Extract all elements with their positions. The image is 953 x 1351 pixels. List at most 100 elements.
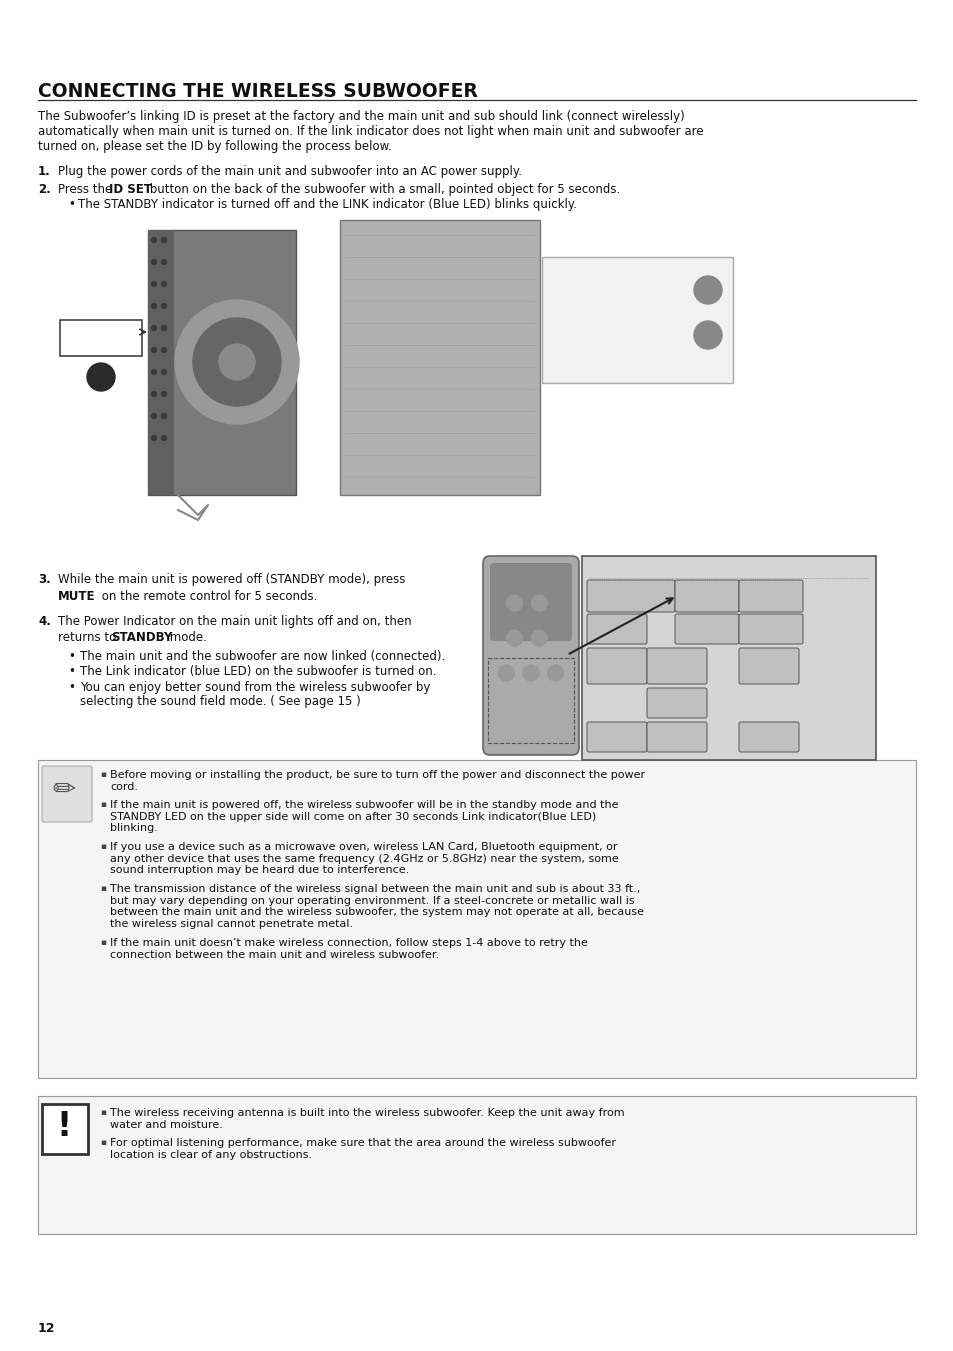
FancyBboxPatch shape — [739, 580, 802, 612]
Text: ✏: ✏ — [52, 775, 75, 804]
Circle shape — [161, 347, 167, 353]
Text: LINK: LINK — [557, 322, 587, 335]
FancyBboxPatch shape — [339, 220, 539, 494]
FancyBboxPatch shape — [586, 648, 646, 684]
Circle shape — [506, 630, 522, 646]
Text: If you use a device such as a microwave oven, wireless LAN Card, Bluetooth equip: If you use a device such as a microwave … — [110, 842, 618, 875]
Circle shape — [152, 392, 156, 396]
Text: S.VOL: S.VOL — [593, 728, 611, 734]
Circle shape — [531, 594, 547, 611]
FancyBboxPatch shape — [675, 613, 739, 644]
Circle shape — [152, 435, 156, 440]
Circle shape — [161, 304, 167, 308]
Text: The wireless receiving antenna is built into the wireless subwoofer. Keep the un: The wireless receiving antenna is built … — [110, 1108, 624, 1129]
FancyBboxPatch shape — [675, 580, 739, 612]
Circle shape — [161, 326, 167, 331]
Text: selecting the sound field mode. ( See page 15 ): selecting the sound field mode. ( See pa… — [80, 694, 360, 708]
FancyBboxPatch shape — [60, 320, 142, 357]
Text: DA
INPUT: DA INPUT — [593, 654, 611, 665]
Text: !: ! — [56, 1111, 71, 1143]
Text: ▪: ▪ — [100, 1108, 106, 1117]
FancyBboxPatch shape — [739, 648, 799, 684]
Text: ID SET: ID SET — [66, 330, 112, 342]
Circle shape — [522, 665, 538, 681]
Text: 4.: 4. — [38, 615, 51, 628]
Text: ▪: ▪ — [100, 938, 106, 947]
FancyBboxPatch shape — [42, 1104, 88, 1154]
Text: •: • — [68, 681, 74, 694]
Text: If the main unit is powered off, the wireless subwoofer will be in the standby m: If the main unit is powered off, the wir… — [110, 800, 618, 834]
Circle shape — [152, 281, 156, 286]
FancyBboxPatch shape — [38, 761, 915, 1078]
FancyBboxPatch shape — [586, 721, 646, 753]
Text: STANDBY: STANDBY — [111, 631, 172, 644]
FancyBboxPatch shape — [541, 257, 732, 382]
Circle shape — [174, 300, 298, 424]
Text: STANDBY: STANDBY — [557, 278, 618, 290]
Text: If the main unit doesn’t make wireless connection, follow steps 1-4 above to ret: If the main unit doesn’t make wireless c… — [110, 938, 587, 959]
Text: ID SET: ID SET — [109, 182, 152, 196]
Text: While the main unit is powered off (STANDBY mode), press: While the main unit is powered off (STAN… — [58, 573, 405, 586]
Circle shape — [161, 281, 167, 286]
FancyBboxPatch shape — [482, 557, 578, 755]
Text: SW
LEVEL: SW LEVEL — [652, 654, 671, 665]
Circle shape — [152, 259, 156, 265]
Text: DIMMER: DIMMER — [652, 694, 678, 698]
Circle shape — [506, 594, 522, 611]
Text: 3.: 3. — [38, 573, 51, 586]
Text: •: • — [68, 665, 74, 678]
FancyBboxPatch shape — [38, 1096, 915, 1233]
Text: DRC: DRC — [652, 728, 665, 734]
Circle shape — [693, 276, 721, 304]
Text: ▪: ▪ — [100, 842, 106, 851]
Circle shape — [152, 370, 156, 374]
Text: returns to: returns to — [58, 631, 120, 644]
FancyBboxPatch shape — [586, 580, 675, 612]
FancyBboxPatch shape — [739, 613, 802, 644]
Circle shape — [161, 435, 167, 440]
Circle shape — [161, 259, 167, 265]
Text: CONNECTING THE WIRELESS SUBWOOFER: CONNECTING THE WIRELESS SUBWOOFER — [38, 82, 477, 101]
Circle shape — [161, 413, 167, 419]
Text: The STANDBY indicator is turned off and the LINK indicator (Blue LED) blinks qui: The STANDBY indicator is turned off and … — [78, 199, 577, 211]
Text: MUTE: MUTE — [58, 590, 95, 603]
FancyBboxPatch shape — [646, 688, 706, 717]
Circle shape — [152, 413, 156, 419]
Circle shape — [161, 392, 167, 396]
Circle shape — [161, 238, 167, 242]
FancyBboxPatch shape — [646, 648, 706, 684]
FancyBboxPatch shape — [490, 563, 572, 640]
FancyBboxPatch shape — [148, 230, 173, 494]
FancyBboxPatch shape — [148, 230, 295, 494]
Text: AUTO
POWER: AUTO POWER — [680, 620, 703, 631]
Text: TV CH: TV CH — [739, 563, 760, 569]
Text: Before moving or installing the product, be sure to turn off the power and disco: Before moving or installing the product,… — [110, 770, 644, 792]
Text: The transmission distance of the wireless signal between the main unit and sub i: The transmission distance of the wireles… — [110, 884, 643, 928]
Circle shape — [193, 317, 281, 407]
Text: AV SYNC: AV SYNC — [744, 728, 771, 734]
Text: Press the: Press the — [58, 182, 116, 196]
Circle shape — [87, 363, 115, 390]
Text: 2.: 2. — [38, 182, 51, 196]
Text: You can enjoy better sound from the wireless subwoofer by: You can enjoy better sound from the wire… — [80, 681, 430, 694]
Circle shape — [497, 665, 514, 681]
Text: ▪: ▪ — [100, 800, 106, 809]
Text: Plug the power cords of the main unit and subwoofer into an AC power supply.: Plug the power cords of the main unit an… — [58, 165, 521, 178]
Circle shape — [219, 345, 254, 380]
Text: The Subwoofer’s linking ID is preset at the factory and the main unit and sub sh: The Subwoofer’s linking ID is preset at … — [38, 109, 703, 153]
Text: 1.: 1. — [38, 165, 51, 178]
Circle shape — [152, 347, 156, 353]
Text: ▪: ▪ — [100, 1138, 106, 1147]
Circle shape — [152, 304, 156, 308]
Text: For optimal listening performance, make sure that the area around the wireless s: For optimal listening performance, make … — [110, 1138, 616, 1159]
Circle shape — [152, 238, 156, 242]
Circle shape — [161, 370, 167, 374]
Text: ▪: ▪ — [100, 884, 106, 893]
Text: •: • — [68, 199, 74, 211]
Text: The main unit and the subwoofer are now linked (connected).: The main unit and the subwoofer are now … — [80, 650, 445, 663]
FancyBboxPatch shape — [581, 557, 875, 761]
FancyBboxPatch shape — [42, 766, 91, 821]
Circle shape — [547, 665, 563, 681]
FancyBboxPatch shape — [646, 721, 706, 753]
Text: The Power Indicator on the main unit lights off and on, then: The Power Indicator on the main unit lig… — [58, 615, 411, 628]
